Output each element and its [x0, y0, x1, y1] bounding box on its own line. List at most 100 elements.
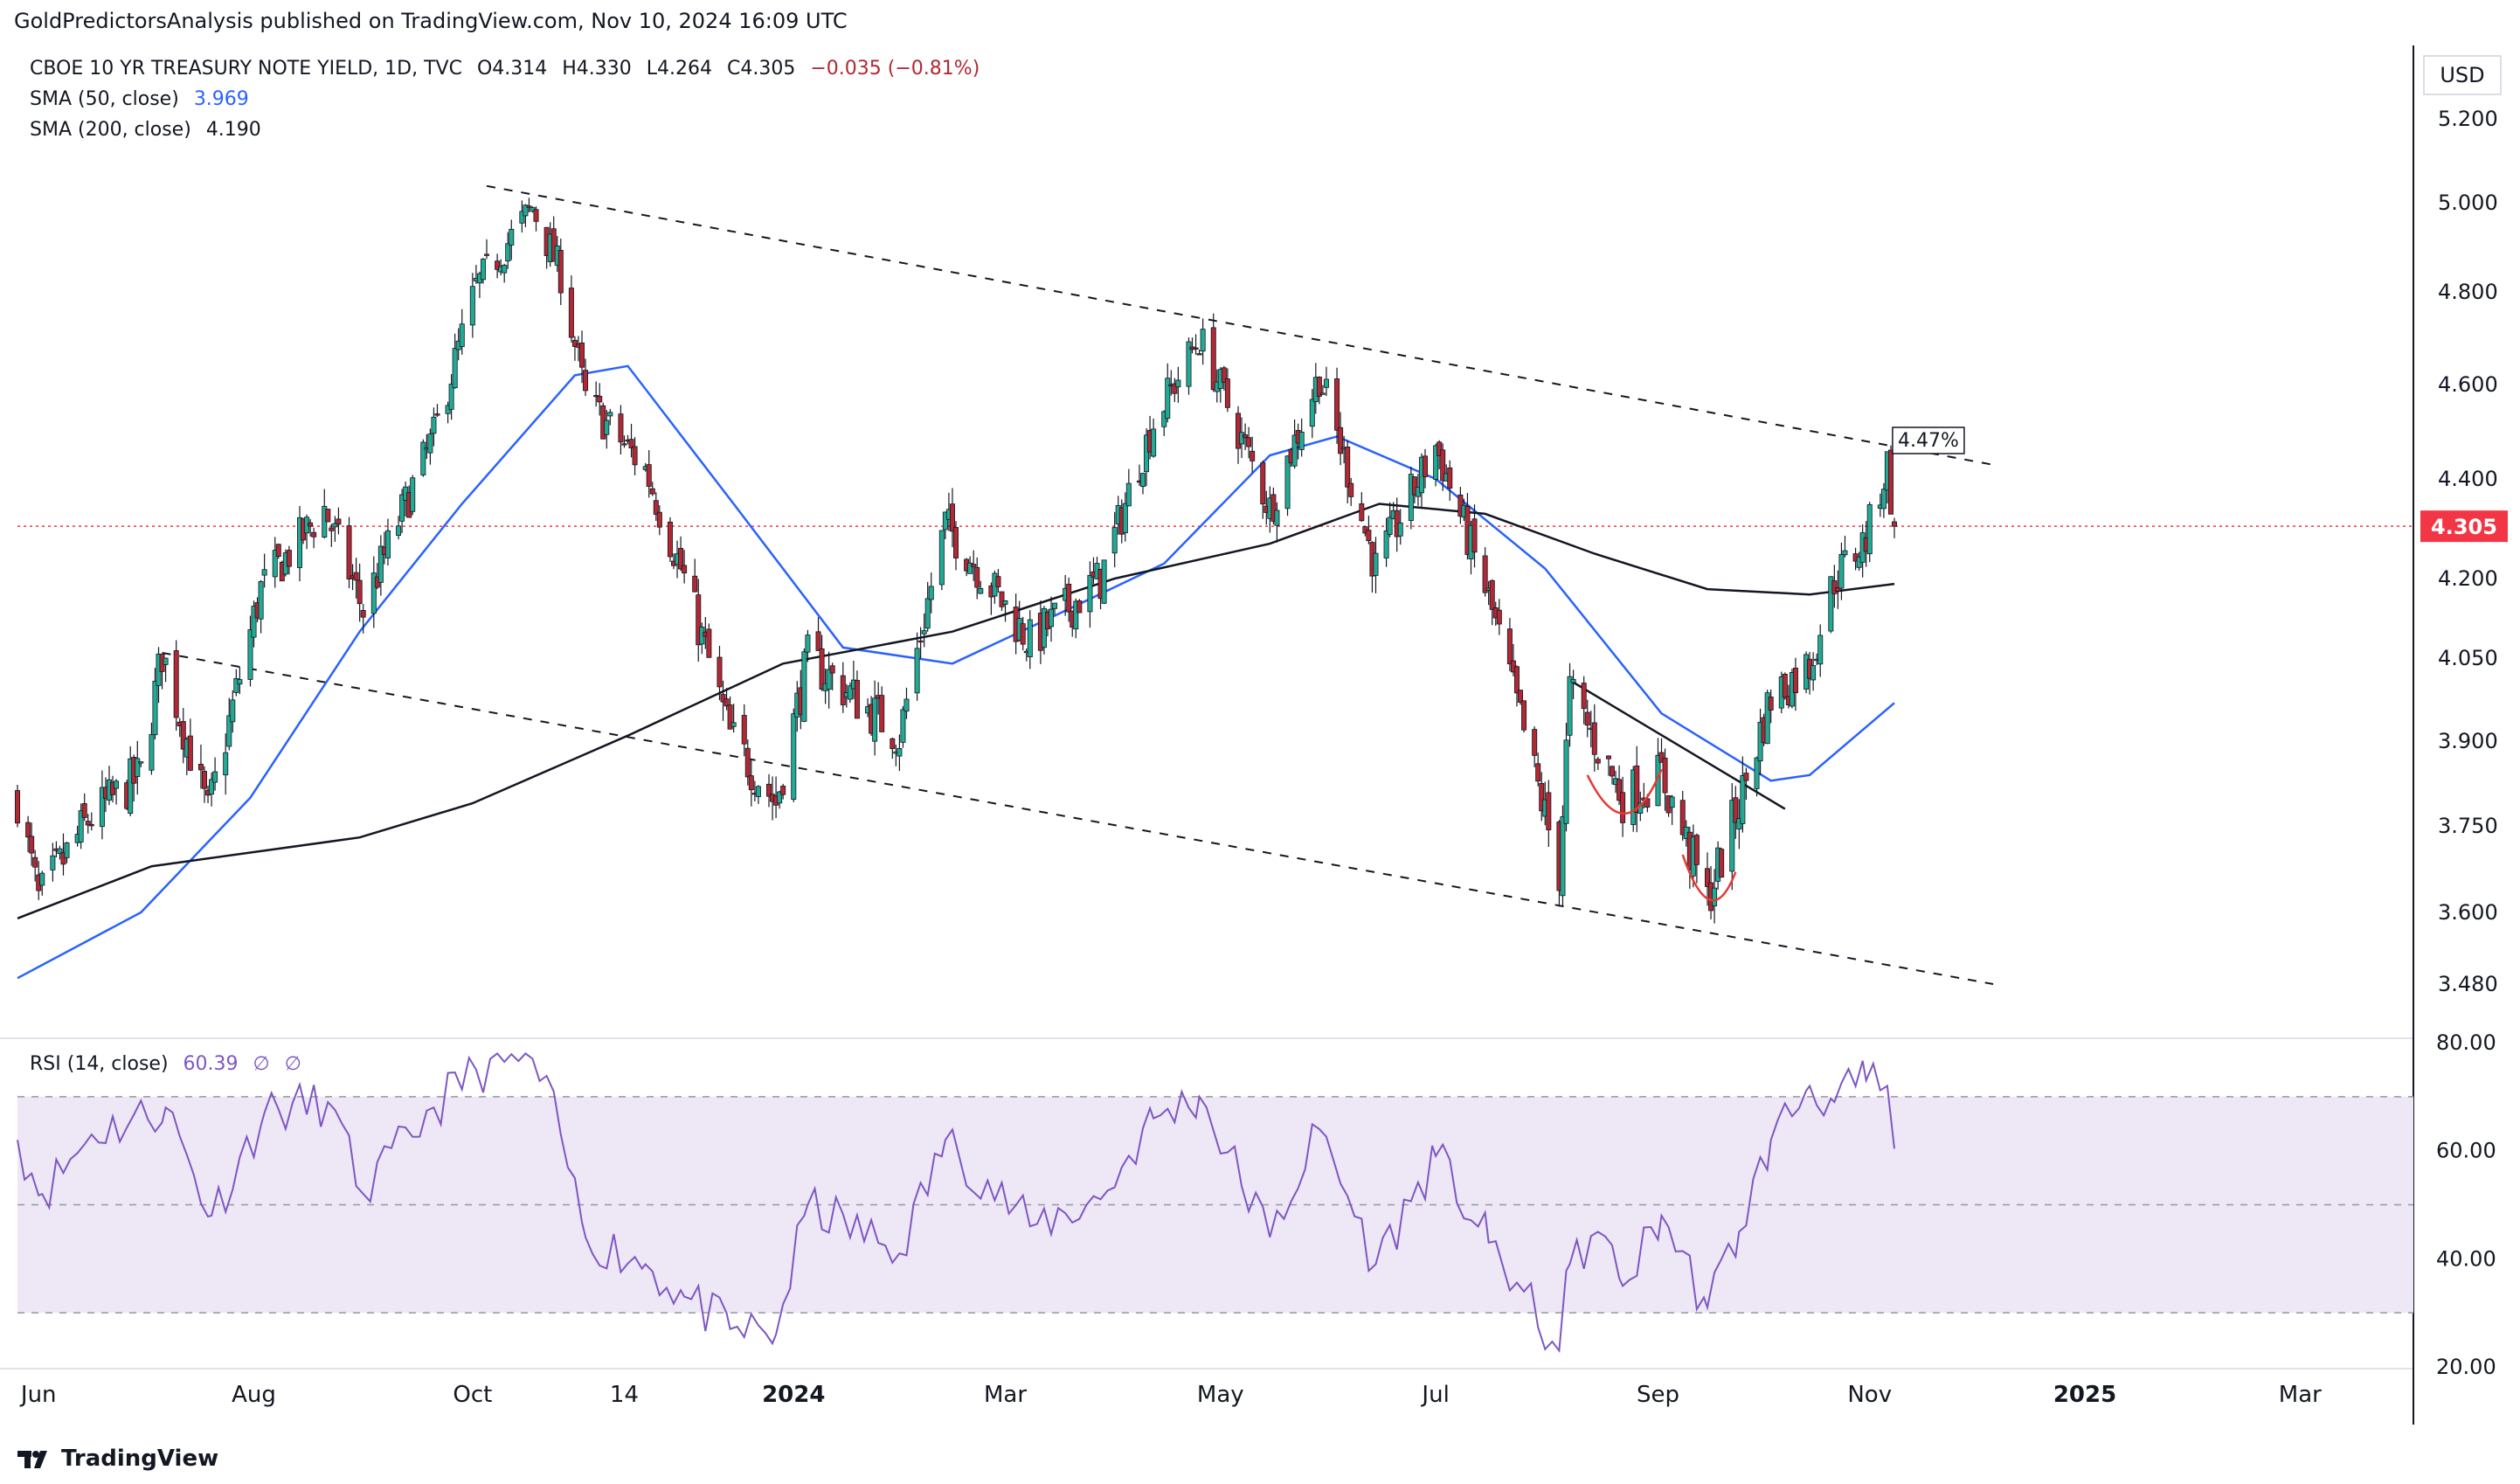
candle: [1408, 466, 1414, 530]
candle-body: [1447, 467, 1453, 489]
candle: [353, 558, 359, 599]
footer-brand-label: TradingView: [61, 1446, 219, 1472]
footer-brand[interactable]: TradingView: [17, 1446, 218, 1472]
candle-body: [1316, 377, 1322, 397]
candle-body: [583, 370, 589, 392]
legend-open: O4.314: [476, 58, 548, 80]
candle: [699, 622, 705, 655]
candle-body: [621, 443, 627, 446]
candle: [187, 718, 193, 772]
candle: [64, 842, 70, 863]
candle: [1581, 676, 1587, 725]
candle-body: [377, 545, 384, 583]
candle: [974, 557, 980, 600]
candle-body: [533, 209, 539, 222]
candle: [1433, 443, 1439, 487]
candle-body: [1831, 580, 1838, 594]
candle: [502, 263, 508, 283]
candle-body: [152, 680, 158, 736]
candle: [1101, 559, 1107, 605]
candle-body: [60, 851, 66, 865]
candle-body: [1506, 628, 1513, 665]
candle: [1754, 756, 1760, 797]
candle: [766, 773, 772, 808]
price-tick-label: 3.900: [2438, 729, 2498, 753]
time-tick-label: Mar: [2279, 1382, 2322, 1408]
candle: [696, 579, 702, 662]
candle-body: [1345, 447, 1351, 488]
candle-body: [1175, 379, 1181, 388]
candle-body: [1270, 494, 1277, 522]
candle: [1679, 791, 1686, 841]
candle-body: [261, 569, 267, 576]
candle-body: [971, 564, 977, 567]
candle-body: [1705, 868, 1711, 887]
candle: [1719, 847, 1725, 878]
publish-line: GoldPredictorsAnalysis published on Trad…: [14, 9, 848, 33]
candle-body: [1298, 431, 1305, 450]
candle: [723, 688, 730, 711]
legend-low: L4.264: [646, 58, 713, 80]
price-tick-label: 4.200: [2438, 566, 2498, 591]
candle: [1250, 436, 1256, 474]
candle-body: [1496, 609, 1502, 625]
candle-body: [1397, 522, 1403, 537]
candle: [583, 358, 589, 397]
candle-body: [840, 675, 846, 705]
candle-body: [928, 586, 934, 600]
candle: [942, 511, 948, 539]
candle-body: [336, 518, 342, 525]
candle: [480, 258, 486, 284]
candle: [1151, 418, 1157, 458]
candle: [1139, 472, 1146, 495]
candle-body: [1437, 441, 1443, 456]
candle: [247, 615, 253, 687]
candle: [1437, 440, 1443, 469]
candle: [163, 657, 169, 683]
candle-body: [744, 747, 751, 778]
candle-body: [872, 697, 878, 742]
candle-body: [1729, 800, 1735, 872]
candle: [755, 785, 761, 804]
price-tick-label: 3.750: [2438, 814, 2498, 838]
candle-body: [819, 648, 825, 690]
time-tick-label: Oct: [453, 1382, 492, 1408]
candle: [1020, 616, 1026, 651]
candle: [928, 572, 934, 614]
candle-body: [618, 413, 624, 443]
candle: [1239, 417, 1245, 459]
candle: [1634, 745, 1640, 833]
candle-body: [805, 635, 811, 653]
candle-body: [682, 565, 688, 574]
candle: [607, 408, 613, 426]
time-tick-label: 2025: [2053, 1382, 2116, 1408]
candle-body: [173, 650, 179, 718]
candle-body: [1250, 450, 1256, 461]
candle: [1792, 657, 1798, 711]
candle: [1570, 669, 1576, 699]
candle: [854, 670, 860, 719]
candle-body: [286, 550, 292, 567]
candle-body: [360, 610, 366, 618]
candle-body: [1662, 758, 1668, 794]
candle: [1842, 536, 1848, 558]
candle-body: [1049, 608, 1055, 628]
candle: [99, 770, 105, 840]
candle-body: [1260, 462, 1266, 505]
price-tick-label: 4.400: [2438, 467, 2498, 491]
candle-body: [1743, 773, 1749, 781]
candle: [1712, 869, 1718, 924]
candle: [1052, 602, 1058, 615]
symbol-legend: CBOE 10 YR TREASURY NOTE YIELD, 1D, TVC …: [30, 58, 980, 80]
candle-body: [879, 695, 885, 732]
candle-body: [519, 211, 525, 224]
price-tick-label: 5.200: [2438, 107, 2498, 131]
candle: [1563, 723, 1569, 832]
candle: [427, 428, 433, 465]
candle: [872, 680, 878, 756]
candle-body: [755, 786, 761, 797]
candle: [1172, 378, 1178, 403]
candle-body: [1027, 619, 1033, 657]
candle: [1669, 794, 1675, 825]
